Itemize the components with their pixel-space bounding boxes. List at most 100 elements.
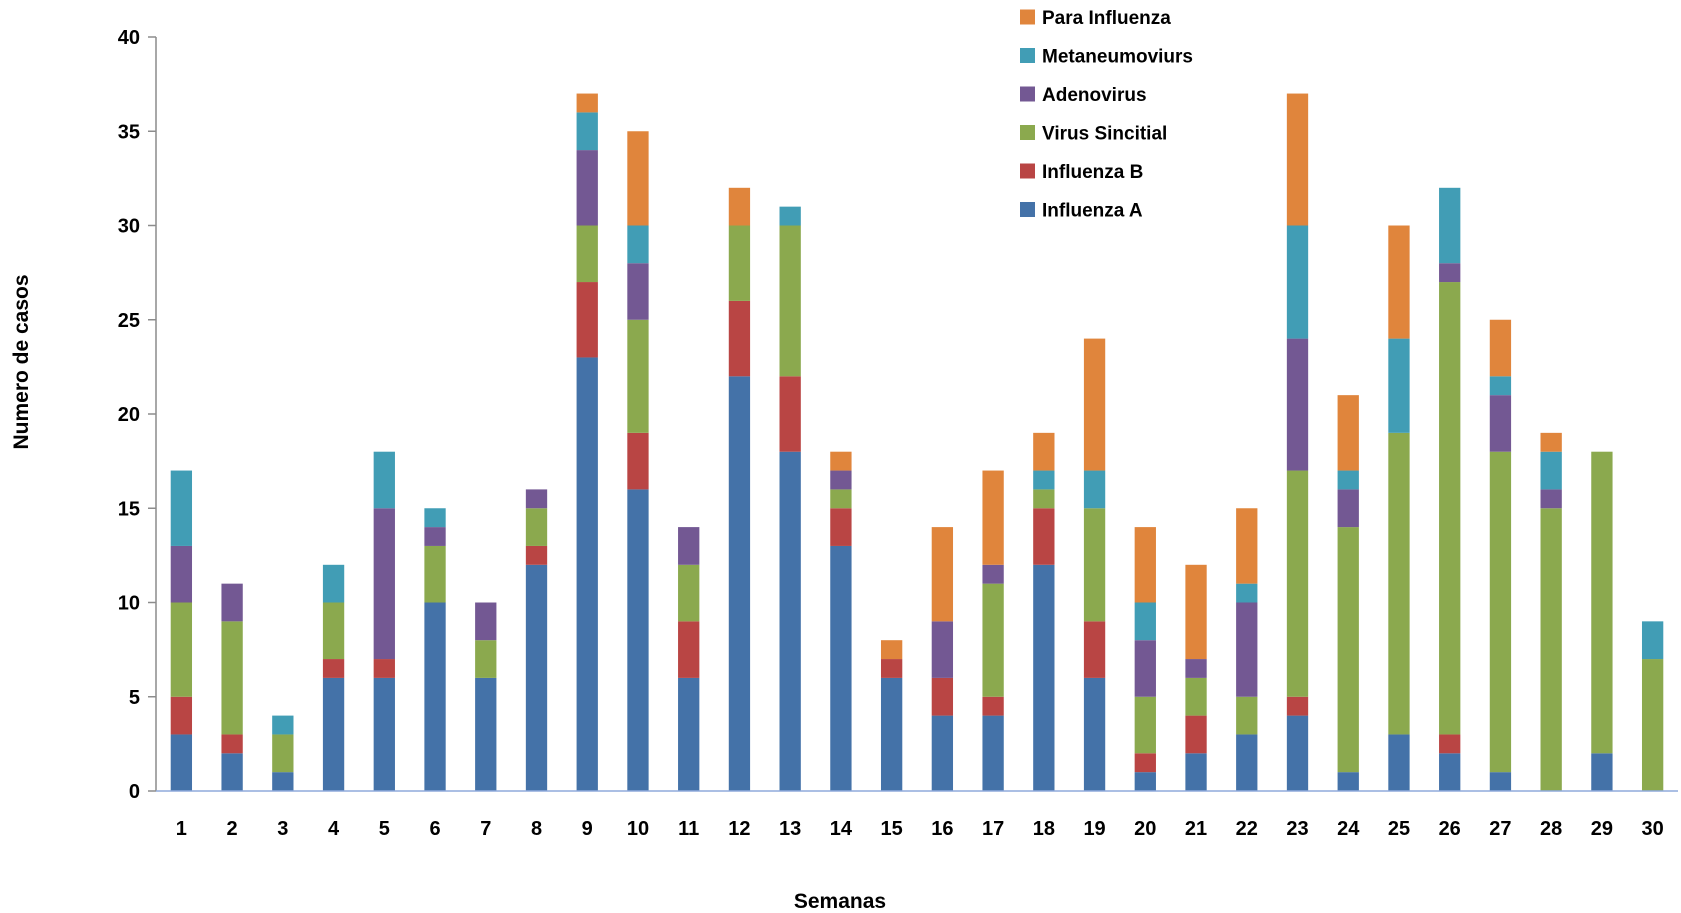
bar-segment [1388, 225, 1410, 339]
bar-segment [678, 621, 700, 678]
legend-swatch [1020, 125, 1035, 140]
bar-segment [1236, 696, 1258, 735]
plot-area [170, 93, 1664, 791]
bar-segment [475, 602, 497, 641]
bar-segment [1439, 734, 1461, 754]
bar-segment [1591, 451, 1613, 754]
x-tick-label: 14 [830, 818, 853, 840]
bar-segment [221, 583, 243, 622]
bar-segment [1641, 621, 1664, 660]
bar-segment [880, 640, 903, 660]
bar-segment [1286, 696, 1309, 716]
bar-segment [627, 131, 649, 226]
bar-segment [678, 677, 700, 791]
bar-segment [1083, 677, 1106, 791]
y-tick-label: 5 [129, 687, 140, 709]
bar-segment [1489, 376, 1512, 396]
bar-segment [1134, 696, 1156, 754]
y-tick-label: 35 [118, 121, 140, 143]
x-tick-label: 22 [1236, 818, 1258, 840]
bar-segment [1489, 319, 1512, 377]
x-axis: 1 2 3 4 5 6 7 8 9 10 11 12 13 14 15 16 17 18 19 20 21 22 23 24 2… [156, 790, 1678, 840]
bar-segment [1337, 527, 1359, 773]
y-tick-label: 10 [118, 593, 140, 615]
x-tick-label: 6 [429, 818, 440, 840]
bar-segment [728, 300, 751, 377]
bar-segment [1286, 93, 1309, 226]
bar-segment [931, 677, 954, 716]
bar-segment [779, 225, 801, 377]
x-tick-label: 15 [881, 818, 903, 840]
bar-segment [1185, 715, 1207, 754]
bar-segment [1439, 282, 1461, 735]
x-tick-label: 12 [728, 818, 750, 840]
bar-segment [1033, 564, 1055, 791]
legend: Para Influenza Metaneumoviurs Adenovirus Vi… [1020, 8, 1193, 222]
bar-segment [1540, 489, 1562, 509]
bar-segment [1236, 602, 1258, 697]
bar-segment [1540, 451, 1562, 490]
bar-segment [424, 527, 446, 546]
bar-segment [1286, 470, 1309, 697]
bar-segment [880, 677, 903, 791]
bar-segment [1286, 715, 1309, 791]
bar-segment [525, 508, 548, 546]
bar-segment [322, 677, 345, 791]
x-tick-label: 21 [1185, 818, 1207, 840]
bar-segment [373, 451, 395, 509]
bar-segment [1083, 470, 1106, 509]
x-tick-label: 18 [1033, 818, 1055, 840]
bar-segment [830, 545, 852, 791]
bar-segment [221, 621, 243, 735]
bar-segment [1337, 772, 1359, 791]
bar-segment [1337, 470, 1359, 490]
y-axis-title: Numero de casos [10, 274, 33, 449]
bar-segment [779, 376, 801, 452]
x-tick-label: 8 [531, 818, 542, 840]
bar-segment [678, 564, 700, 622]
bar-segment [576, 357, 598, 791]
bar-segment [1540, 508, 1562, 791]
bar-segment [1388, 734, 1410, 791]
bar-segment [272, 734, 294, 773]
bar-segment [982, 470, 1004, 565]
bar-segment [1641, 659, 1664, 791]
x-tick-label: 20 [1134, 818, 1156, 840]
bar-segment [322, 564, 345, 603]
bar-segment [525, 564, 548, 791]
bar-segment [779, 451, 801, 791]
y-tick-label: 15 [118, 498, 140, 520]
bar-segment [1540, 432, 1562, 452]
bar-segment [1134, 527, 1156, 603]
bar-segment [170, 470, 193, 546]
legend-swatch [1020, 9, 1035, 25]
y-tick-label: 20 [118, 404, 140, 426]
bar-segment [830, 451, 852, 471]
bar-segment [1337, 489, 1359, 528]
y-tick-label: 30 [118, 216, 140, 238]
bar-segment [322, 602, 345, 660]
x-tick-label: 28 [1540, 818, 1562, 840]
bar-segment [525, 489, 548, 509]
bar-segment [1489, 451, 1512, 773]
bar-segment [170, 602, 193, 697]
x-tick-label: 4 [328, 818, 340, 840]
bar-segment [1489, 772, 1512, 791]
legend-label: Metaneumoviurs [1042, 47, 1193, 68]
x-tick-label: 11 [678, 818, 699, 840]
bar-segment [830, 489, 852, 509]
bar-segment [982, 696, 1004, 716]
bar-segment [728, 225, 751, 301]
bar-segment [1439, 187, 1461, 264]
bar-segment [221, 734, 243, 754]
y-axis: 0 5 10 15 20 25 30 35 40 [118, 27, 157, 803]
bar-segment [1134, 640, 1156, 697]
bar-segment [1134, 602, 1156, 641]
x-tick-label: 10 [627, 818, 649, 840]
bar-segment [880, 659, 903, 678]
bar-segment [576, 112, 598, 151]
bar-segment [627, 432, 649, 490]
bar-segment [373, 677, 395, 791]
y-tick-label: 25 [118, 310, 140, 332]
